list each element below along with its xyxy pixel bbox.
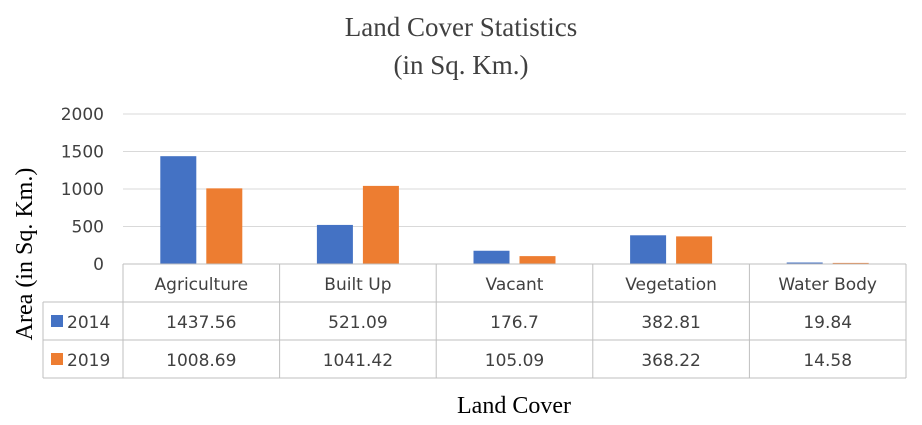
y-tick-label: 1500: [61, 143, 104, 163]
series-label-2019: 2019: [67, 351, 110, 371]
chart-subtitle: (in Sq. Km.): [394, 50, 529, 80]
y-tick-label: 1000: [61, 180, 104, 200]
data-cell: 105.09: [485, 351, 544, 371]
data-cell: 1041.42: [323, 351, 393, 371]
data-table: Agriculture Built Up Vacant Vegetation Water…: [42, 263, 907, 379]
bar-2019-5: [832, 262, 869, 264]
bar-2014-3: [473, 250, 510, 264]
chart-title: Land Cover Statistics: [345, 12, 577, 42]
data-cell: 382.81: [641, 313, 700, 333]
y-tick-label: 500: [72, 218, 104, 238]
category-label: Vegetation: [625, 275, 717, 295]
y-tick-label: 0: [93, 255, 104, 275]
y-tick-label: 2000: [61, 105, 104, 125]
series-label-2014: 2014: [67, 313, 110, 333]
y-axis-ticks: 0 500 1000 1500 2000: [61, 105, 104, 275]
category-label: Vacant: [486, 275, 544, 295]
data-cell: 1437.56: [166, 313, 236, 333]
data-cell: 14.58: [803, 351, 852, 371]
data-cell: 1008.69: [166, 351, 236, 371]
legend-key-2014: [51, 315, 63, 327]
bar-2019-4: [676, 236, 713, 264]
x-axis-title: Land Cover: [457, 393, 571, 419]
bar-2014-5: [786, 262, 823, 264]
bar-2019-3: [519, 256, 556, 264]
data-cell: 176.7: [490, 313, 539, 333]
legend-key-2019: [51, 353, 63, 365]
category-label: Water Body: [778, 275, 877, 295]
data-cell: 521.09: [328, 313, 387, 333]
bar-2019-1: [206, 188, 243, 264]
bar-2014-2: [316, 224, 353, 264]
bars: [160, 156, 869, 264]
bar-2019-2: [362, 185, 399, 264]
category-label: Built Up: [324, 275, 391, 295]
category-label: Agriculture: [155, 275, 249, 295]
data-cell: 368.22: [641, 351, 700, 371]
data-cell: 19.84: [803, 313, 852, 333]
bar-2014-1: [160, 156, 197, 264]
gridlines: [123, 113, 906, 227]
bar-2014-4: [630, 235, 667, 264]
y-axis-title: Area (in Sq. Km.): [12, 168, 38, 341]
